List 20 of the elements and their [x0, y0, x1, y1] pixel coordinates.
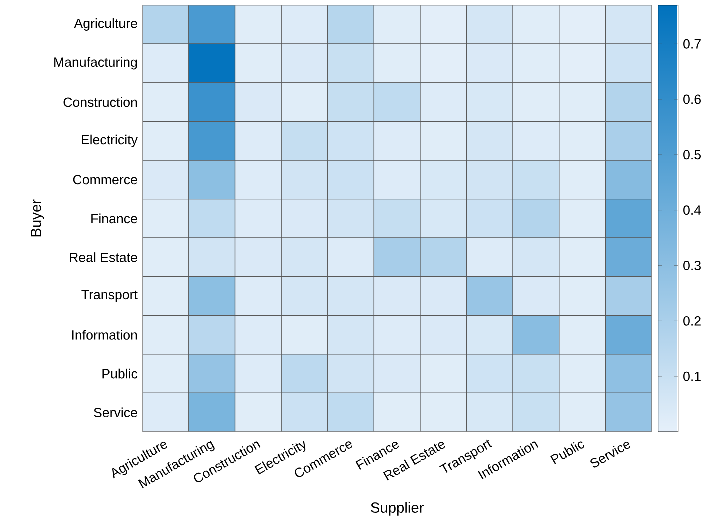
color-bar-label: 0.2 [684, 316, 701, 326]
color-bar-label: 0.5 [684, 150, 702, 160]
y-tick-label: Finance [92, 214, 138, 224]
color-bar-label: 0.4 [684, 206, 702, 216]
color-bar-label: 0.1 [684, 372, 701, 382]
color-bar-label: 0.3 [684, 261, 701, 270]
y-tick-label: Commerce [73, 175, 138, 185]
y-tick-label: Public [102, 368, 138, 379]
y-tick-label: Manufacturing [54, 57, 138, 70]
y-tick-label: Real Estate [70, 252, 138, 262]
x-axis-title: Supplier [371, 502, 424, 516]
y-axis-title: Buyer [31, 200, 44, 237]
y-tick-label: Information [72, 330, 138, 340]
color-bar-label: 0.7 [684, 39, 701, 49]
y-tick-label: Transport [82, 290, 138, 302]
y-tick-label: Service [94, 408, 138, 418]
y-tick-label: Construction [64, 97, 138, 108]
y-tick-label: Electricity [82, 134, 138, 148]
y-tick-label: Agriculture [74, 18, 138, 31]
color-bar-label: 0.6 [684, 94, 701, 104]
